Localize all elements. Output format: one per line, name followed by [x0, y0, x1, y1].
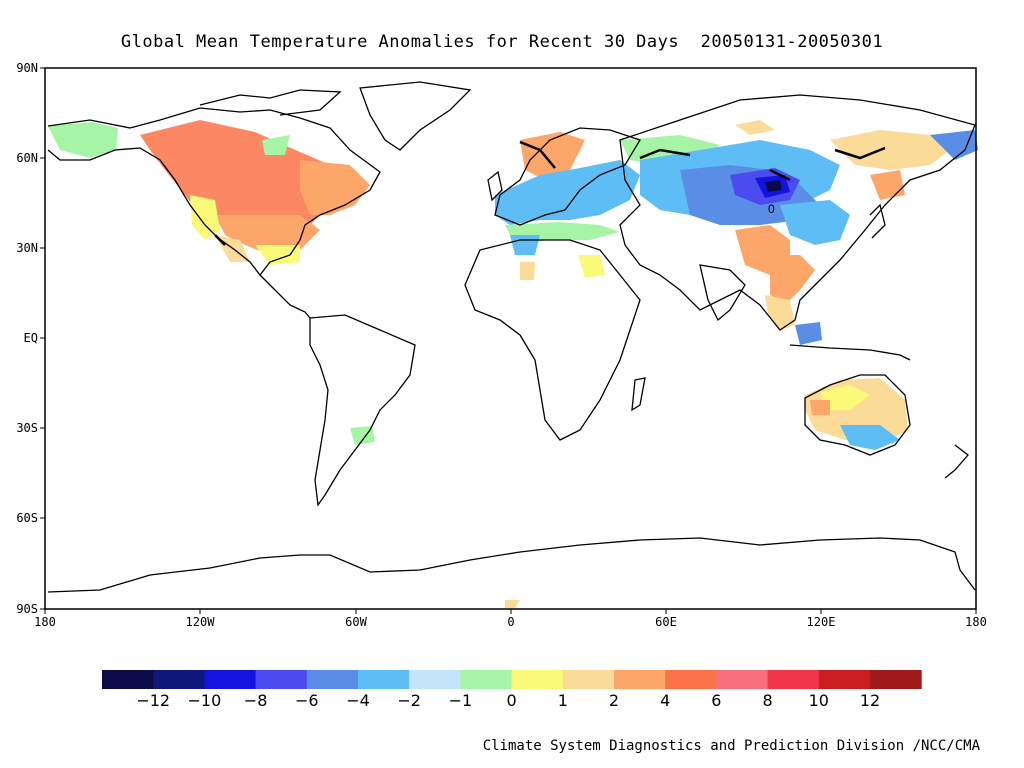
- colorbar-swatch: [511, 670, 564, 689]
- coastline-north-america: [47, 107, 381, 277]
- colorbar-label: −1: [449, 691, 473, 710]
- colorbar-swatch: [409, 670, 461, 689]
- x-tick-180e: 180: [965, 615, 987, 629]
- map-title: Global Mean Temperature Anomalies for Re…: [120, 32, 884, 52]
- colorbar-label: 6: [711, 691, 721, 710]
- colorbar-swatch: [818, 670, 871, 689]
- colorbar-label: 8: [763, 691, 773, 710]
- anomaly-fill-sahara: [578, 255, 605, 278]
- anomaly-fill-indochina: [765, 295, 795, 330]
- colorbar-label: 10: [809, 691, 829, 710]
- colorbar-swatch: [306, 670, 359, 689]
- colorbar-label: 12: [860, 691, 880, 710]
- map-area: 0: [44, 67, 978, 610]
- y-tick-30s: 30S: [16, 421, 38, 435]
- anomaly-fill-kamchatka: [870, 170, 905, 200]
- x-tick-60e: 60E: [655, 615, 677, 629]
- anomaly-fill-libya: [520, 262, 535, 280]
- colorbar-label: 0: [507, 691, 517, 710]
- contour-label: 0: [768, 202, 775, 216]
- y-tick-90n: 90N: [16, 61, 38, 75]
- x-tick-120w: 120W: [186, 615, 216, 629]
- colorbar-swatch: [767, 670, 820, 689]
- y-tick-90s: 90S: [16, 602, 38, 616]
- colorbar-label: 4: [660, 691, 670, 710]
- colorbar-swatch: [870, 670, 922, 689]
- colorbar-label: −2: [397, 691, 421, 710]
- anomaly-fill-far-east: [930, 130, 978, 160]
- anomaly-fill-antarctic-tip: [505, 600, 520, 608]
- coastline-central-america: [259, 274, 311, 319]
- coastline-africa: [464, 239, 641, 441]
- anomaly-fill-western-canada: [140, 120, 345, 240]
- zero-contours: [214, 140, 886, 246]
- anomaly-fill-australia-north: [820, 385, 870, 410]
- y-tick-60n: 60N: [16, 151, 38, 165]
- coastline-uk: [487, 170, 503, 202]
- coastline-india: [699, 264, 746, 322]
- anomaly-fill-eastern-canada: [300, 160, 370, 215]
- x-axis: 180 120W 60W 0 60E 120E 180: [34, 609, 987, 629]
- credit-text: Climate System Diagnostics and Predictio…: [482, 738, 980, 754]
- coastline-antarctica: [47, 537, 976, 593]
- y-tick-60s: 60S: [16, 511, 38, 525]
- colorbar-swatch: [614, 670, 666, 689]
- anomaly-fill-arctic-ru: [735, 120, 775, 135]
- anomaly-fills: [48, 120, 978, 608]
- x-tick-180w: 180: [34, 615, 56, 629]
- anomaly-fill-north-africa: [510, 235, 540, 255]
- coastline-new-zealand: [944, 444, 969, 479]
- coastline-europe: [494, 127, 641, 226]
- colorbar-label: −6: [295, 691, 319, 710]
- anomaly-fill-south-usa: [255, 245, 300, 265]
- anomaly-fill-alaska: [48, 122, 118, 158]
- coastlines: [47, 81, 976, 593]
- anomaly-fill-borneo: [795, 322, 822, 345]
- colorbar-swatch: [665, 670, 717, 689]
- colorbar-swatch: [562, 670, 615, 689]
- coastline-indonesia: [789, 344, 911, 361]
- x-tick-0: 0: [507, 615, 514, 629]
- colorbar-swatch: [460, 670, 513, 689]
- colorbar-swatch: [255, 670, 308, 689]
- y-tick-eq: EQ: [24, 331, 38, 345]
- coastline-south-america: [309, 314, 416, 507]
- colorbar-swatch: [358, 670, 410, 689]
- coastline-japan: [869, 203, 886, 239]
- colorbar-label: 2: [609, 691, 619, 710]
- anomaly-fill-mongolia-peak: [765, 180, 782, 192]
- anomaly-fill-scandinavia: [520, 132, 585, 180]
- colorbar-swatch: [153, 670, 205, 689]
- coastline-arctic-islands: [199, 89, 342, 116]
- colorbar-swatch: [204, 670, 257, 689]
- colorbar-label: 1: [558, 691, 568, 710]
- colorbar-swatch: [716, 670, 769, 689]
- anomaly-fill-central-europe: [495, 160, 640, 225]
- colorbar-label: −10: [188, 691, 222, 710]
- coastline-madagascar: [631, 377, 646, 412]
- colorbar-swatch: [102, 670, 154, 689]
- anomaly-fill-australia-se: [840, 425, 900, 450]
- anomaly-fill-australia-west: [810, 400, 830, 415]
- y-axis: 90N 60N 30N EQ 30S 60S 90S: [16, 61, 45, 616]
- colorbar-label: −8: [244, 691, 268, 710]
- coastline-greenland: [359, 81, 472, 151]
- anomaly-fill-china-north: [780, 200, 850, 245]
- anomaly-fill-south-china: [770, 255, 815, 305]
- colorbar-label: −12: [136, 691, 170, 710]
- anomaly-fill-greenland-west: [262, 135, 290, 155]
- anomaly-fill-east-siberia: [830, 130, 950, 170]
- colorbar-legend: −12 −10 −8 −6 −4 −2 −1 0 1 2 4 6 8 10 12: [102, 670, 922, 710]
- y-tick-30n: 30N: [16, 241, 38, 255]
- anomaly-fill-pacific-nw: [190, 195, 220, 240]
- coastline-asia: [619, 94, 976, 331]
- coastline-australia: [804, 374, 911, 456]
- colorbar-label: −4: [346, 691, 370, 710]
- x-tick-120e: 120E: [807, 615, 836, 629]
- x-tick-60w: 60W: [345, 615, 367, 629]
